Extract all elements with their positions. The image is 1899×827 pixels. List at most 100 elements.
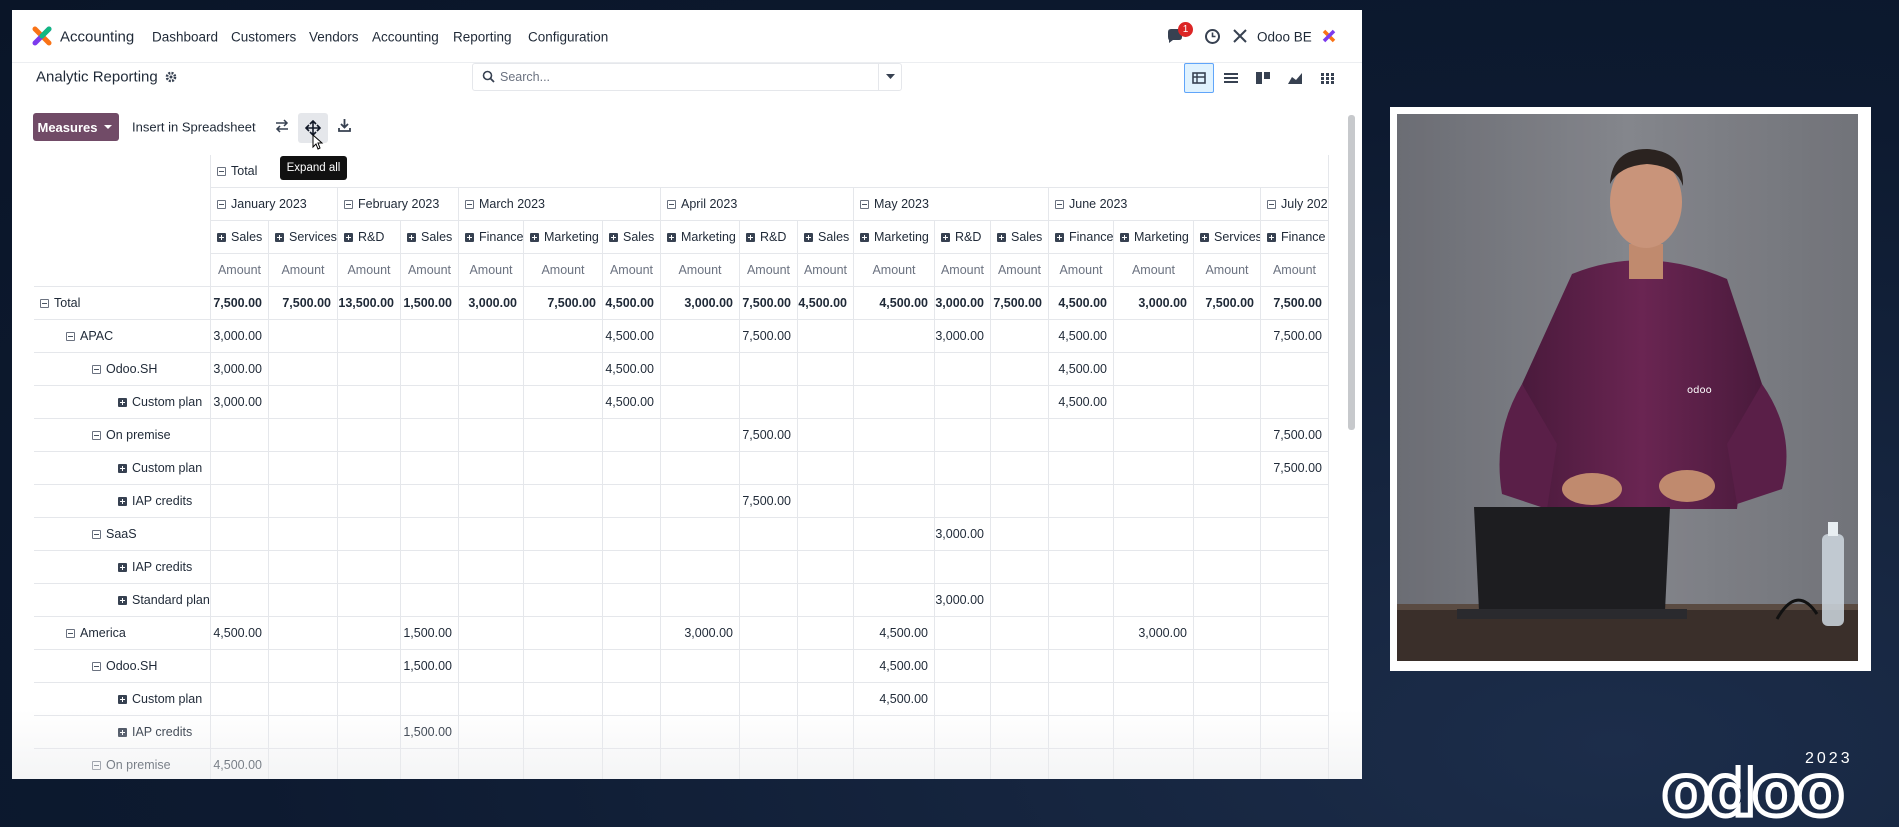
value-cell: 7,500.00 — [1261, 452, 1329, 485]
empty-cell — [269, 650, 338, 683]
debug-icon[interactable] — [1232, 28, 1248, 44]
pivot-view-button[interactable] — [1184, 63, 1214, 93]
measure-header[interactable]: Amount — [991, 254, 1049, 287]
empty-cell — [1194, 518, 1261, 551]
group-header[interactable]: Finance — [1049, 221, 1114, 254]
measures-caret — [104, 125, 113, 129]
menu-item[interactable]: Accounting — [372, 29, 439, 45]
activity-icon[interactable] — [1204, 28, 1221, 45]
group-header[interactable]: Services — [269, 221, 338, 254]
row-header[interactable]: Custom plan — [34, 683, 211, 716]
user-avatar[interactable] — [1322, 29, 1336, 43]
view-button[interactable] — [1216, 63, 1246, 93]
collapse-icon — [667, 199, 676, 209]
month-header[interactable]: June 2023 — [1049, 188, 1261, 221]
empty-cell — [935, 650, 991, 683]
measure-header[interactable]: Amount — [401, 254, 459, 287]
menu-item[interactable]: Vendors — [309, 29, 359, 45]
group-header[interactable]: Marketing — [524, 221, 603, 254]
menu-item[interactable]: Customers — [231, 29, 297, 45]
row-header[interactable]: Odoo.SH — [34, 650, 211, 683]
row-header[interactable]: On premise — [34, 419, 211, 452]
empty-cell — [1049, 584, 1114, 617]
group-header[interactable]: Marketing — [1114, 221, 1194, 254]
search-box[interactable] — [472, 63, 902, 91]
row-header[interactable]: IAP credits — [34, 485, 211, 518]
empty-cell — [338, 650, 401, 683]
empty-cell — [269, 386, 338, 419]
row-header[interactable]: APAC — [34, 320, 211, 353]
company-switcher[interactable]: Odoo BE — [1257, 29, 1312, 45]
measure-header[interactable]: Amount — [211, 254, 269, 287]
group-header[interactable]: R&D — [935, 221, 991, 254]
menu-item[interactable]: Reporting — [453, 29, 512, 45]
measure-header[interactable]: Amount — [935, 254, 991, 287]
month-label: July 2023 — [1281, 197, 1328, 211]
measure-header[interactable]: Amount — [338, 254, 401, 287]
group-header[interactable]: Sales — [991, 221, 1049, 254]
empty-cell — [991, 518, 1049, 551]
empty-cell — [401, 683, 459, 716]
measure-header[interactable]: Amount — [661, 254, 740, 287]
row-header[interactable]: IAP credits — [34, 551, 211, 584]
measure-header[interactable]: Amount — [1261, 254, 1329, 287]
measure-header[interactable]: Amount — [740, 254, 798, 287]
group-header[interactable]: Sales — [401, 221, 459, 254]
group-header[interactable]: Finance — [1261, 221, 1329, 254]
menu-item[interactable]: Configuration — [528, 29, 609, 45]
empty-cell — [854, 485, 935, 518]
month-header[interactable]: February 2023 — [338, 188, 459, 221]
empty-cell — [798, 353, 854, 386]
view-button[interactable] — [1280, 63, 1310, 93]
insert-spreadsheet-button[interactable]: Insert in Spreadsheet — [132, 119, 256, 135]
measure-header[interactable]: Amount — [798, 254, 854, 287]
group-header[interactable]: R&D — [338, 221, 401, 254]
measure-header[interactable]: Amount — [459, 254, 524, 287]
group-header[interactable]: Services — [1194, 221, 1261, 254]
measure-header[interactable]: Amount — [269, 254, 338, 287]
row-header[interactable]: Total — [34, 287, 211, 320]
month-header[interactable]: May 2023 — [854, 188, 1049, 221]
month-header[interactable]: March 2023 — [459, 188, 661, 221]
view-button[interactable] — [1312, 63, 1342, 93]
row-header[interactable]: Custom plan — [34, 452, 211, 485]
group-header[interactable]: Sales — [798, 221, 854, 254]
measures-button[interactable]: Measures — [33, 113, 119, 141]
group-header[interactable]: R&D — [740, 221, 798, 254]
value-cell: 4,500.00 — [603, 287, 661, 320]
measure-header[interactable]: Amount — [603, 254, 661, 287]
download-button[interactable] — [337, 118, 352, 133]
measure-header[interactable]: Amount — [854, 254, 935, 287]
empty-cell — [338, 485, 401, 518]
measure-header[interactable]: Amount — [1194, 254, 1261, 287]
group-header[interactable]: Finance — [459, 221, 524, 254]
measure-header[interactable]: Amount — [1049, 254, 1114, 287]
empty-cell — [1049, 650, 1114, 683]
row-header[interactable]: America — [34, 617, 211, 650]
measure-header[interactable]: Amount — [1114, 254, 1194, 287]
settings-gear[interactable] — [165, 71, 177, 83]
row-header[interactable]: SaaS — [34, 518, 211, 551]
row-header[interactable]: Standard plan — [34, 584, 211, 617]
row-header[interactable]: On premise — [34, 749, 211, 779]
month-header[interactable]: January 2023 — [211, 188, 338, 221]
group-header[interactable]: Marketing — [661, 221, 740, 254]
view-button[interactable] — [1248, 63, 1278, 93]
empty-cell — [935, 716, 991, 749]
column-header-total[interactable]: Total — [211, 155, 1329, 188]
row-header[interactable]: Custom plan — [34, 386, 211, 419]
odoo-window: Accounting 1 Odoo BE Analytic Reporting … — [12, 10, 1362, 779]
app-name[interactable]: Accounting — [60, 28, 135, 46]
flip-axis-button[interactable] — [274, 118, 290, 134]
month-header[interactable]: April 2023 — [661, 188, 854, 221]
row-header[interactable]: Odoo.SH — [34, 353, 211, 386]
month-header[interactable]: July 2023 — [1261, 188, 1329, 221]
group-header[interactable]: Sales — [603, 221, 661, 254]
measure-header[interactable]: Amount — [524, 254, 603, 287]
row-header[interactable]: IAP credits — [34, 716, 211, 749]
group-header[interactable]: Sales — [211, 221, 269, 254]
menu-item[interactable]: Dashboard — [152, 29, 219, 45]
search-toggle[interactable] — [878, 63, 903, 91]
group-header[interactable]: Marketing — [854, 221, 935, 254]
